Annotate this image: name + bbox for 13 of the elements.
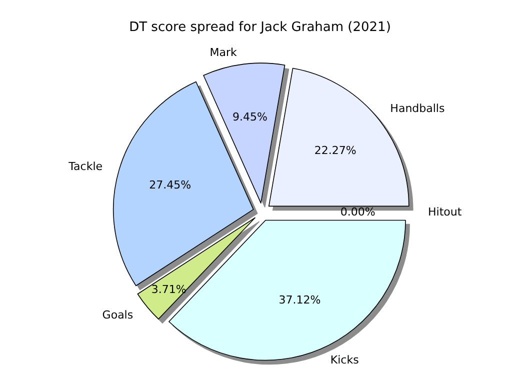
data-label: 37.12% — [278, 294, 321, 307]
data-label: 3.71% — [151, 282, 186, 296]
data-label: 9.45% — [232, 110, 268, 124]
slice-label: Tackle — [68, 160, 103, 174]
chart-title: DT score spread for Jack Graham (2021) — [129, 20, 391, 35]
category-label: Hitout — [428, 206, 462, 218]
slice-label: Handballs — [390, 102, 445, 115]
text: 0.00% — [340, 206, 376, 218]
data-label: 27.45% — [149, 178, 192, 192]
slice-label: Kicks — [330, 354, 360, 366]
slice-label: Mark — [210, 46, 238, 59]
data-label: 22.27% — [314, 144, 356, 157]
slice-label: Goals — [102, 308, 134, 322]
